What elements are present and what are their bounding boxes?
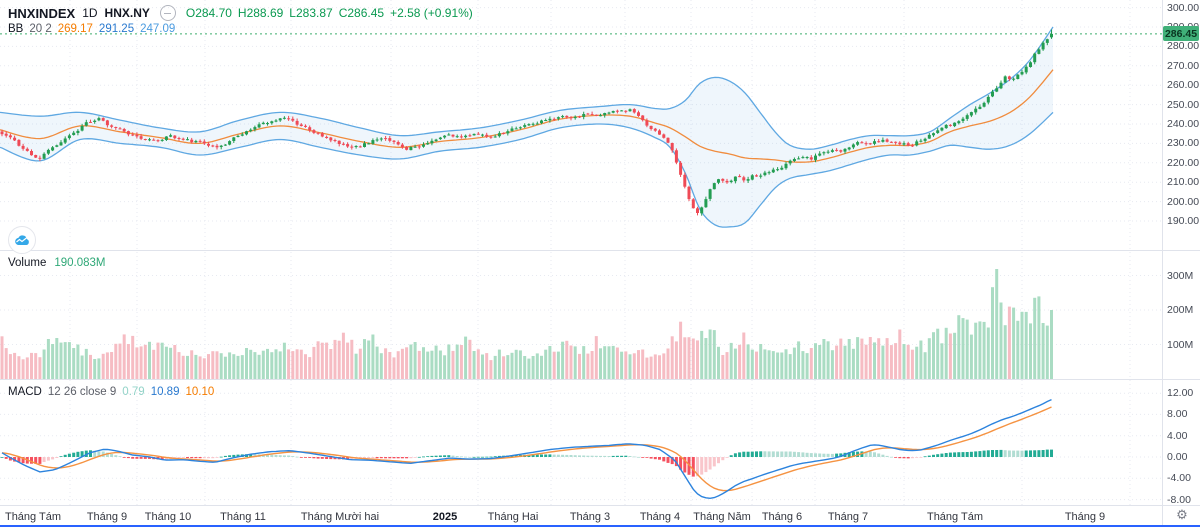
time-axis-label: Tháng Hai <box>487 511 539 523</box>
price-axis-label: 220.00 <box>1167 156 1200 169</box>
price-axis-label: 200.00 <box>1167 195 1200 208</box>
time-axis-label: Tháng 7 <box>827 511 869 523</box>
time-axis-label: Tháng Năm <box>693 511 751 523</box>
macd-axis-label: 4.00 <box>1167 429 1188 442</box>
bb-upper-value: 291.25 <box>98 23 135 35</box>
macd-signal-value: 10.10 <box>185 386 215 398</box>
time-axis-label: Tháng 9 <box>1064 511 1106 523</box>
market-status-icon[interactable] <box>159 5 176 21</box>
high-value: H288.69 <box>237 6 284 20</box>
macd-indicator-name[interactable]: MACD <box>8 386 42 398</box>
symbol-header: HNXINDEX 1D HNX.NY O284.70 H288.69 L283.… <box>8 5 473 21</box>
price-axis-label: 280.00 <box>1167 40 1200 53</box>
exchange-label: HNX.NY <box>104 6 150 20</box>
volume-axis-label: 200M <box>1167 304 1194 316</box>
macd-header: MACD 12 26 close 9 0.79 10.89 10.10 <box>8 386 214 398</box>
macd-axis-label: -4.00 <box>1167 472 1191 485</box>
time-axis-label: Tháng 3 <box>569 511 611 523</box>
price-axis-label: 210.00 <box>1167 176 1200 189</box>
settings-gear-icon[interactable]: ⚙ <box>1176 507 1188 522</box>
time-axis-label: Tháng Tám <box>4 511 62 523</box>
time-axis-label: Tháng 11 <box>220 511 266 523</box>
volume-label[interactable]: Volume <box>8 257 47 269</box>
macd-line-value: 10.89 <box>150 386 180 398</box>
time-axis-label: Tháng 9 <box>86 511 128 523</box>
price-axis-label: 190.00 <box>1167 215 1200 227</box>
bb-params: 20 2 <box>29 23 52 35</box>
macd-axis-label: -8.00 <box>1167 493 1191 506</box>
interval-button[interactable]: 1D <box>82 6 98 20</box>
provider-logo-icon <box>8 226 36 254</box>
volume-axis-label: 300M <box>1167 269 1194 282</box>
symbol-name[interactable]: HNXINDEX <box>8 5 76 21</box>
macd-axis-label: 12.00 <box>1167 387 1194 400</box>
price-axis-label: 300.00 <box>1167 1 1200 14</box>
time-axis-label: Tháng 10 <box>144 511 192 523</box>
bb-indicator-name[interactable]: BB <box>8 23 24 35</box>
ohlc-readout: O284.70 H288.69 L283.87 C286.45 +2.58 (+… <box>186 6 473 20</box>
price-axis-label: 230.00 <box>1167 137 1200 150</box>
volume-header: Volume 190.083M <box>8 257 106 269</box>
time-axis-label: Tháng 4 <box>639 511 681 523</box>
bottom-accent-bar <box>0 525 1200 527</box>
close-value: C286.45 <box>338 6 385 20</box>
volume-value: 190.083M <box>54 257 106 269</box>
macd-hist-value: 0.79 <box>122 386 145 398</box>
change-value: +2.58 (+0.91%) <box>390 6 473 20</box>
macd-params: 12 26 close 9 <box>47 386 117 398</box>
time-axis-label: Tháng Tám <box>926 511 984 523</box>
time-axis-label: Tháng 6 <box>761 511 803 523</box>
price-axis-label: 270.00 <box>1167 59 1200 72</box>
bb-indicator-header: BB 20 2 269.17 291.25 247.09 <box>8 23 175 35</box>
volume-axis-label: 100M <box>1167 338 1194 351</box>
time-axis-label: Tháng Mười hai <box>300 511 380 523</box>
last-price-value: 286.45 <box>1164 27 1198 40</box>
last-price-tag: 286.45 <box>1163 26 1199 42</box>
bb-lower-value: 247.09 <box>140 23 176 35</box>
price-axis-label: 240.00 <box>1167 118 1200 130</box>
macd-axis-label: 0.00 <box>1167 451 1188 463</box>
open-value: O284.70 <box>185 6 232 20</box>
price-axis-label: 260.00 <box>1167 79 1200 92</box>
bb-basis-value: 269.17 <box>57 23 93 35</box>
price-axis-label: 250.00 <box>1167 98 1200 111</box>
time-axis-label: 2025 <box>432 511 458 523</box>
low-value: L283.87 <box>289 6 333 20</box>
macd-axis-label: 8.00 <box>1167 408 1188 421</box>
